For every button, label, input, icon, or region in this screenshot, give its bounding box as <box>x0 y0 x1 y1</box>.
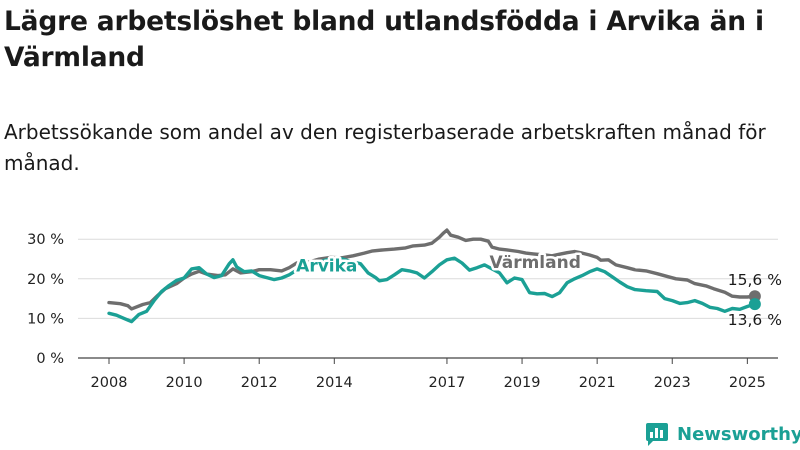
brand-name: Newsworthy <box>677 423 800 445</box>
newsworthy-logo-icon <box>646 423 668 446</box>
x-tick-label: 2012 <box>241 375 278 391</box>
series-lines <box>107 228 757 324</box>
chart-title: Lägre arbetslöshet bland utlandsfödda i … <box>4 6 764 73</box>
end-value-label-arvika: 13,6 % <box>728 311 782 329</box>
x-tick-label: 2023 <box>654 375 691 391</box>
series-line-arvika <box>107 256 757 324</box>
series-line-varmland <box>107 228 757 311</box>
gridlines <box>78 238 778 359</box>
end-point-arvika <box>748 298 761 311</box>
y-tick-label: 20 % <box>27 272 64 288</box>
x-tick-label: 2010 <box>166 375 203 391</box>
chart-subtitle: Arbetssökande som andel av den registerb… <box>4 120 766 175</box>
x-tick-label: 2014 <box>316 375 353 391</box>
x-tick-label: 2021 <box>579 375 616 391</box>
newsworthy-brand: Newsworthy <box>644 420 800 448</box>
x-tick-label: 2017 <box>428 375 465 391</box>
x-tick-label: 2025 <box>729 375 766 391</box>
end-value-label-varmland: 15,6 % <box>728 271 782 289</box>
y-axis-labels: 0 % 10 % 20 % 30 % <box>27 232 64 367</box>
series-label-varmland: Värmland <box>490 253 581 273</box>
y-tick-label: 30 % <box>27 232 64 248</box>
series-labels: Värmland Arvika <box>294 251 584 280</box>
x-tick-label: 2008 <box>91 375 128 391</box>
x-axis: 2008 2010 2012 2014 2017 2019 2021 2023 2025 <box>91 358 766 391</box>
y-tick-label: 10 % <box>27 311 64 327</box>
series-label-arvika: Arvika <box>296 257 357 277</box>
y-tick-label: 0 % <box>36 351 64 367</box>
end-markers: 15,6 % 13,6 % <box>728 271 782 329</box>
x-tick-label: 2019 <box>504 375 541 391</box>
